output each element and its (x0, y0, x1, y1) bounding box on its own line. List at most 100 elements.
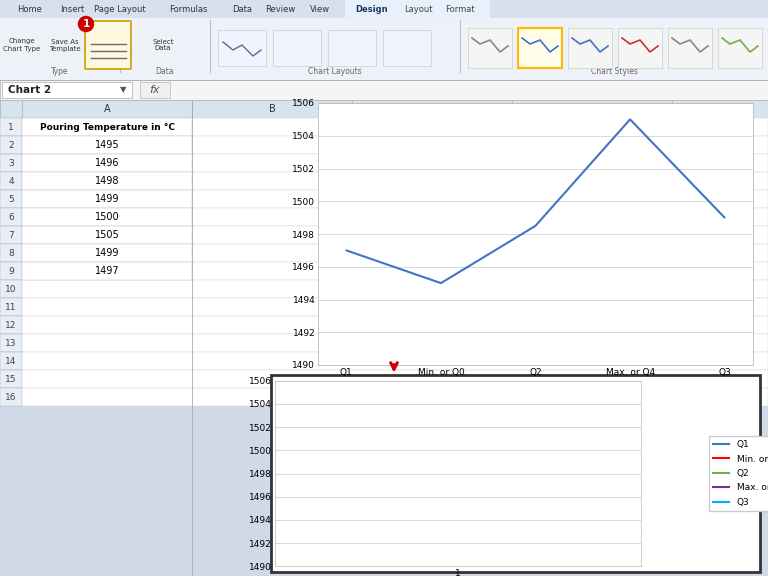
Bar (22, 172, 192, 190)
Bar (271, 375, 760, 572)
Bar (0, 154, 22, 172)
Text: 8: 8 (8, 248, 14, 257)
Text: 1499: 1499 (94, 248, 119, 258)
Text: B: B (269, 104, 276, 114)
Text: Data: Data (232, 5, 252, 13)
Bar (22, 226, 192, 244)
Bar (0, 334, 22, 352)
Text: Design: Design (356, 5, 389, 13)
Bar (273, 30, 321, 66)
Bar (0, 136, 768, 154)
Bar (22, 244, 192, 262)
Text: 5: 5 (8, 195, 14, 203)
Text: Review: Review (265, 5, 295, 13)
Text: 1497: 1497 (94, 266, 119, 276)
Bar (0, 280, 768, 298)
Bar (328, 30, 376, 66)
Bar (0, 262, 768, 280)
Bar (345, 0, 490, 18)
Bar (518, 28, 562, 68)
Bar (0, 352, 22, 370)
Text: 15: 15 (5, 374, 17, 384)
Bar (0, 352, 768, 370)
Text: 1505: 1505 (94, 230, 119, 240)
Bar (0, 172, 22, 190)
Bar (0, 226, 22, 244)
Bar (468, 28, 512, 68)
Text: 1500: 1500 (94, 212, 119, 222)
Text: View: View (310, 5, 330, 13)
Text: Data: Data (156, 67, 174, 76)
Bar (0, 226, 768, 244)
Bar (0, 388, 22, 406)
Text: 6: 6 (8, 213, 14, 222)
Bar (0, 316, 768, 334)
Text: 1: 1 (8, 123, 14, 131)
Text: 10: 10 (5, 285, 17, 294)
Text: Switch
Row/Column: Switch Row/Column (84, 39, 132, 51)
Bar (22, 262, 192, 280)
Bar (0, 208, 768, 226)
FancyBboxPatch shape (85, 21, 131, 69)
Bar (568, 28, 612, 68)
Text: Save As
Template: Save As Template (49, 39, 81, 51)
Bar (22, 208, 192, 226)
Text: 1498: 1498 (94, 176, 119, 186)
Bar (0, 388, 768, 406)
Bar (218, 30, 266, 66)
Text: 9: 9 (8, 267, 14, 275)
Text: 13: 13 (5, 339, 17, 347)
Text: C: C (419, 104, 425, 114)
Text: Page Layout: Page Layout (94, 5, 146, 13)
Bar (0, 316, 22, 334)
Text: 1496: 1496 (94, 158, 119, 168)
Bar (0, 298, 22, 316)
Text: D: D (578, 104, 586, 114)
Bar (0, 80, 768, 100)
Text: 16: 16 (5, 392, 17, 401)
Bar (0, 154, 768, 172)
Bar (0, 334, 768, 352)
Text: Select
Data: Select Data (152, 39, 174, 51)
Text: Insert: Insert (60, 5, 84, 13)
Bar (0, 280, 22, 298)
Text: A: A (104, 104, 111, 114)
Bar (718, 28, 762, 68)
Text: 1495: 1495 (94, 140, 119, 150)
Text: Change
Chart Type: Change Chart Type (3, 39, 41, 51)
Bar (22, 118, 192, 136)
Text: 11: 11 (5, 302, 17, 312)
Bar (0, 136, 22, 154)
Bar (0, 298, 768, 316)
Text: Pouring Temperature in °C: Pouring Temperature in °C (39, 123, 174, 131)
Text: E: E (719, 104, 725, 114)
Text: Chart 2: Chart 2 (8, 85, 51, 95)
Text: 14: 14 (5, 357, 17, 366)
Text: 1499: 1499 (94, 194, 119, 204)
Text: Chart Styles: Chart Styles (591, 67, 637, 76)
Bar (22, 136, 192, 154)
Bar (0, 172, 768, 190)
Legend: Q1, Min. or Q0, Q2, Max. or Q4, Q3: Q1, Min. or Q0, Q2, Max. or Q4, Q3 (709, 435, 768, 511)
Text: Chart Layouts: Chart Layouts (308, 67, 362, 76)
Bar (0, 244, 22, 262)
Bar (140, 82, 170, 98)
Bar (22, 154, 192, 172)
Text: Formulas: Formulas (169, 5, 207, 13)
Text: Layout: Layout (404, 5, 432, 13)
Text: 1: 1 (82, 19, 90, 29)
Bar (0, 18, 768, 80)
Text: 4: 4 (8, 176, 14, 185)
Text: 12: 12 (5, 320, 17, 329)
Bar (0, 262, 22, 280)
Circle shape (78, 17, 94, 32)
Bar (0, 208, 22, 226)
Bar (0, 0, 768, 18)
Bar (383, 30, 431, 66)
Bar (0, 370, 22, 388)
Bar (668, 28, 712, 68)
Bar (2, 82, 132, 98)
Bar (22, 190, 192, 208)
Text: 3: 3 (8, 158, 14, 168)
Bar (0, 118, 22, 136)
